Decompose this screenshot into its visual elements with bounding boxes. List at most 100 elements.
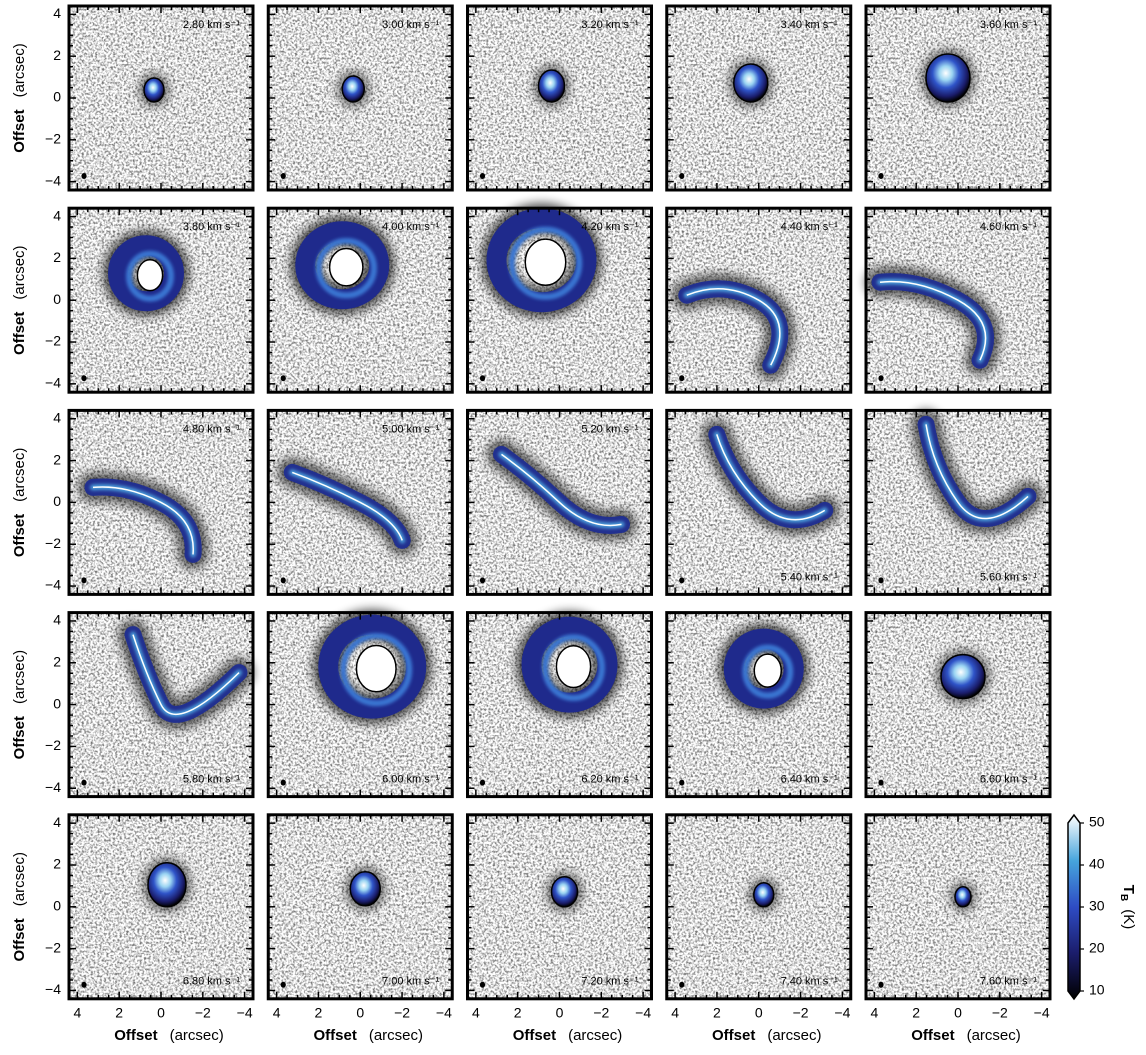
panel: 4.00 km s⁻¹	[266, 206, 454, 394]
panel: −4 −2 0 2 4 3.80 km s⁻¹ Offset (arcsec)	[11, 206, 255, 394]
emission-ring	[723, 628, 804, 709]
y-tick-label: −2	[45, 131, 61, 147]
emission-hole	[753, 653, 782, 688]
x-axis-label: Offset (arcsec)	[114, 1027, 224, 1044]
emission-ring-bright	[542, 634, 605, 701]
emission	[337, 71, 370, 107]
emission	[313, 609, 432, 724]
emission	[671, 273, 795, 381]
velocity-label: 6.20 km s⁻¹	[581, 774, 638, 786]
emission-arc-ridge	[132, 634, 240, 716]
y-axis-unit: (arcsec)	[11, 852, 28, 906]
emission-core	[954, 886, 972, 908]
x-tick-label: −2	[394, 1005, 410, 1021]
x-axis-unit: (arcsec)	[967, 1027, 1021, 1044]
x-tick-label: 0	[157, 1005, 165, 1021]
x-tick-label: 0	[954, 1005, 962, 1021]
velocity-label: 6.40 km s⁻¹	[781, 774, 838, 786]
velocity-label: 4.80 km s⁻¹	[183, 423, 240, 435]
y-tick-label: 2	[53, 451, 61, 467]
beam	[679, 375, 685, 382]
x-tick-label: 2	[912, 1005, 920, 1021]
y-axis-name: Offset	[11, 716, 28, 759]
y-tick-label: 0	[53, 898, 61, 914]
velocity-label: 6.00 km s⁻¹	[382, 774, 439, 786]
emission	[950, 881, 976, 912]
beam	[81, 779, 87, 786]
y-tick-label: −4	[45, 779, 61, 795]
beam	[479, 577, 486, 584]
x-tick-label: 2	[514, 1005, 522, 1021]
x-tick-label: 2	[115, 1005, 123, 1021]
emission-ring-bright	[742, 644, 794, 699]
velocity-label: 4.20 km s⁻¹	[581, 221, 638, 233]
emission-core	[753, 882, 775, 908]
panel: 6.20 km s⁻¹	[466, 611, 653, 799]
panel: 5.20 km s⁻¹	[466, 408, 653, 596]
colorbar-tick-label: 20	[1089, 940, 1105, 956]
panel: 3.20 km s⁻¹	[466, 4, 653, 192]
x-axis-unit: (arcsec)	[369, 1027, 423, 1044]
panel: −4 −2 0 2 4 2.80 km s⁻¹ Offset (arcsec)	[11, 4, 255, 192]
colorbar-tick-label: 10	[1089, 982, 1105, 998]
beam	[679, 173, 685, 179]
emission-ring-bright	[340, 632, 413, 707]
emission-arc-ridge	[92, 486, 194, 555]
velocity-label: 4.40 km s⁻¹	[781, 221, 838, 233]
emission-arc-ridge	[291, 471, 403, 541]
x-axis-name: Offset	[513, 1027, 556, 1044]
emission	[143, 857, 191, 912]
beam	[81, 173, 87, 179]
y-axis-label: Offset (arcsec)	[11, 852, 28, 962]
emission-ring-bright	[508, 226, 583, 300]
x-axis-name: Offset	[712, 1027, 755, 1044]
velocity-label: 7.40 km s⁻¹	[781, 976, 838, 988]
emission-arc-ridge	[925, 424, 1029, 520]
x-tick-label: 0	[755, 1005, 763, 1021]
emission-arc-ridge	[501, 453, 622, 527]
panel: 4.20 km s⁻¹	[466, 203, 653, 394]
y-tick-label: 2	[53, 856, 61, 872]
emission	[290, 216, 395, 315]
emission-core	[147, 862, 187, 908]
y-tick-label: −2	[45, 737, 61, 753]
emission	[139, 73, 169, 107]
x-axis-name: Offset	[313, 1027, 356, 1044]
emission-hole	[524, 238, 567, 287]
emission-core	[940, 653, 986, 700]
x-axis-name: Offset	[911, 1027, 954, 1044]
velocity-label: 3.00 km s⁻¹	[382, 19, 439, 31]
y-axis-label: Offset (arcsec)	[11, 245, 28, 355]
velocity-label: 3.20 km s⁻¹	[581, 19, 638, 31]
y-tick-label: 0	[53, 695, 61, 711]
emission-ring	[486, 208, 597, 313]
x-axis-label: Offset (arcsec)	[513, 1027, 623, 1044]
emission-arc-ridge	[716, 434, 826, 521]
beam	[679, 577, 685, 584]
y-tick-label: 4	[53, 612, 61, 628]
x-axis-unit: (arcsec)	[170, 1027, 224, 1044]
y-tick-label: −4	[45, 981, 61, 997]
panel: 4 2 0 −2 −4 7.40 km s⁻¹ Offset (arcsec)	[665, 813, 853, 1044]
y-tick-label: 2	[53, 653, 61, 669]
x-axis-label: Offset (arcsec)	[911, 1027, 1021, 1044]
noise	[866, 612, 1050, 797]
panel: 3.40 km s⁻¹	[665, 4, 853, 192]
panel: 3.00 km s⁻¹	[266, 4, 454, 192]
y-tick-label: −2	[45, 939, 61, 955]
emission-core	[733, 63, 769, 103]
emission	[911, 409, 1043, 534]
colorbar	[1067, 813, 1081, 1001]
y-tick-label: −4	[45, 172, 61, 188]
emission-arc-ridge	[686, 288, 781, 366]
y-tick-label: −4	[45, 577, 61, 593]
y-axis-name: Offset	[11, 109, 28, 152]
velocity-label: 5.60 km s⁻¹	[980, 571, 1037, 583]
emission-ring	[295, 221, 390, 310]
y-axis-label: Offset (arcsec)	[11, 43, 28, 153]
x-tick-label: 2	[713, 1005, 721, 1021]
y-tick-label: 0	[53, 291, 61, 307]
y-axis-unit: (arcsec)	[11, 650, 28, 704]
colorbar-label: TB (K)	[1118, 885, 1137, 929]
